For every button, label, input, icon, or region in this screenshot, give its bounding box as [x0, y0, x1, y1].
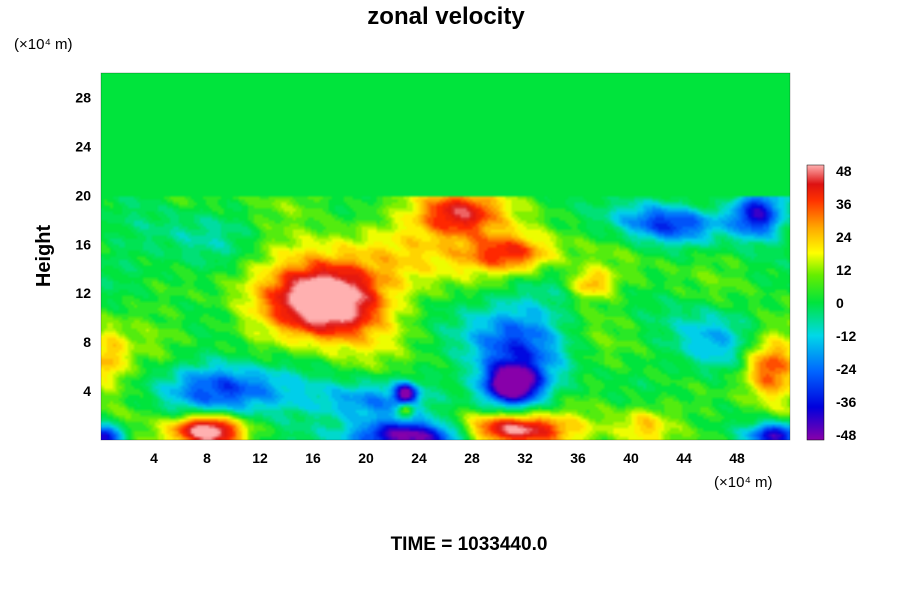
x-tick-label: 48	[729, 450, 745, 466]
x-axis: 4 8 12 16 20 24 28 32 36 40 44 48	[150, 450, 745, 466]
plot-frame	[100, 72, 791, 441]
colorbar-tick-label: 48	[836, 163, 852, 179]
y-tick-label: 24	[75, 138, 91, 154]
y-tick-label: 8	[83, 334, 91, 350]
y-tick-label: 28	[75, 89, 91, 105]
y-tick-label: 16	[75, 236, 91, 252]
colorbar-tick-label: -48	[836, 427, 856, 443]
x-tick-label: 44	[676, 450, 692, 466]
x-unit-label: (×10⁴ m)	[714, 474, 773, 491]
x-tick-label: 36	[570, 450, 586, 466]
colorbar-tick-label: 24	[836, 229, 852, 245]
y-unit-label: (×10⁴ m)	[14, 36, 73, 53]
x-tick-label: 8	[203, 450, 211, 466]
y-tick-label: 20	[75, 187, 91, 203]
x-tick-label: 12	[252, 450, 268, 466]
x-tick-label: 28	[464, 450, 480, 466]
colorbar-tick-label: -24	[836, 361, 856, 377]
time-label: TIME = 1033440.0	[391, 534, 548, 555]
colorbar-tick-label: 12	[836, 262, 852, 278]
x-tick-label: 20	[358, 450, 374, 466]
colorbar-tick-label: -12	[836, 328, 856, 344]
x-tick-label: 32	[517, 450, 533, 466]
colorbar	[806, 164, 825, 441]
heatmap-field	[101, 73, 790, 440]
colorbar-tick-label: -36	[836, 394, 856, 410]
colorbar-ticks: 48 36 24 12 0 -12 -24 -36 -48	[836, 163, 856, 443]
y-tick-label: 12	[75, 285, 91, 301]
y-axis: 4 8 12 16 20 24 28	[75, 89, 91, 399]
colorbar-tick-label: 36	[836, 196, 852, 212]
plot-area	[101, 73, 790, 440]
y-axis-label: Height	[33, 225, 55, 288]
x-tick-label: 4	[150, 450, 158, 466]
x-tick-label: 16	[305, 450, 321, 466]
chart-title: zonal velocity	[367, 3, 525, 30]
x-tick-label: 40	[623, 450, 639, 466]
x-tick-label: 24	[411, 450, 427, 466]
y-tick-label: 4	[83, 383, 91, 399]
colorbar-tick-label: 0	[836, 295, 844, 311]
